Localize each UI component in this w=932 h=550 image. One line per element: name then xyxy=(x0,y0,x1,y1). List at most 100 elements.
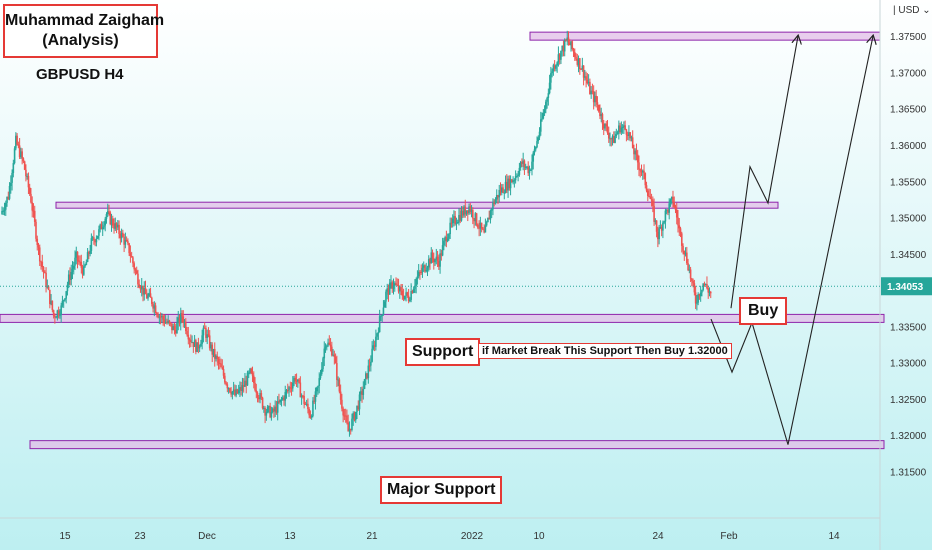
candle-body xyxy=(104,218,107,226)
candle-body xyxy=(234,389,236,396)
candle-body xyxy=(508,178,511,189)
candle-body xyxy=(101,227,104,230)
candle-body xyxy=(438,260,440,267)
candle-body xyxy=(502,187,504,193)
candle-body xyxy=(406,292,409,296)
candle-body xyxy=(259,393,261,400)
candle-body xyxy=(402,295,405,300)
projection-path-breakdown xyxy=(710,36,873,445)
x-tick-label: Dec xyxy=(198,531,216,542)
candle-body xyxy=(315,387,318,392)
candle-body xyxy=(536,141,538,148)
candle-body xyxy=(124,239,127,245)
candle-body xyxy=(163,319,166,324)
x-tick-label: Feb xyxy=(720,531,738,542)
candle-body xyxy=(178,317,181,324)
candle-body xyxy=(297,379,299,382)
candle-body xyxy=(577,58,580,65)
candle-body xyxy=(275,406,278,413)
candle-body xyxy=(468,206,470,214)
candle-body xyxy=(51,300,54,311)
candle-body xyxy=(412,288,415,293)
candle-body xyxy=(200,343,202,347)
candle-body xyxy=(344,415,347,417)
candle-body xyxy=(443,240,445,246)
candle-body xyxy=(585,76,587,80)
candle-body xyxy=(506,181,508,191)
candle-body xyxy=(334,356,337,364)
candle-body xyxy=(542,112,545,119)
candle-body xyxy=(376,333,378,337)
candle-body xyxy=(181,313,183,317)
candle-body xyxy=(205,328,207,338)
candle-body xyxy=(399,287,401,292)
candle-body xyxy=(127,241,129,244)
candle-body xyxy=(260,393,263,398)
candle-body xyxy=(478,227,480,229)
candle-body xyxy=(138,284,141,288)
candle-body xyxy=(628,132,630,136)
candle-body xyxy=(594,95,596,103)
candle-body xyxy=(380,315,382,317)
candle-body xyxy=(65,291,68,299)
candle-body xyxy=(17,144,20,146)
candle-body xyxy=(115,223,118,228)
candle-body xyxy=(111,218,114,226)
author-name: Muhammad Zaigham xyxy=(5,12,165,29)
candle-body xyxy=(75,251,78,258)
candle-body xyxy=(605,123,608,127)
candle-body xyxy=(179,313,182,324)
candle-body xyxy=(313,400,315,402)
candle-body xyxy=(222,368,225,376)
candle-body xyxy=(674,206,677,210)
candle-body xyxy=(640,170,643,173)
candle-body xyxy=(609,138,611,140)
candle-body xyxy=(551,71,553,74)
candle-body xyxy=(392,285,395,289)
candle-body xyxy=(293,377,295,383)
candle-body xyxy=(81,267,84,275)
candle-body xyxy=(488,217,490,220)
candle-body xyxy=(526,166,528,168)
candle-body xyxy=(206,334,208,338)
candle-body xyxy=(216,356,219,360)
candle-body xyxy=(563,39,566,52)
candle-body xyxy=(173,326,176,331)
candle-body xyxy=(531,161,533,170)
candle-body xyxy=(242,385,245,387)
currency-label[interactable]: | USD ⌄ xyxy=(893,5,931,16)
candle-body xyxy=(103,225,105,228)
candle-body xyxy=(122,232,124,237)
zone-rect xyxy=(529,31,881,41)
candle-body xyxy=(76,251,79,261)
candle-body xyxy=(52,310,55,316)
candle-body xyxy=(432,258,435,263)
candle-body xyxy=(555,65,557,69)
candle-body xyxy=(154,305,157,313)
candle-body xyxy=(699,292,702,297)
candle-body xyxy=(644,173,647,186)
x-tick-label: 13 xyxy=(284,531,296,542)
candle-body xyxy=(91,237,94,239)
candle-body xyxy=(108,211,110,213)
candle-body xyxy=(47,286,50,290)
candle-body xyxy=(224,375,226,383)
candle-body xyxy=(12,163,15,173)
major-support-label: Major Support xyxy=(380,476,503,504)
candle-body xyxy=(421,267,424,273)
candle-body xyxy=(210,344,212,349)
candle-body xyxy=(375,336,377,347)
candle-body xyxy=(571,41,574,50)
candle-body xyxy=(633,148,635,155)
candle-body xyxy=(429,259,431,264)
candle-body xyxy=(477,224,479,228)
candle-body xyxy=(251,373,254,376)
candle-body xyxy=(167,320,169,323)
candle-body xyxy=(158,316,161,318)
candle-body xyxy=(327,342,329,346)
candle-body xyxy=(556,62,558,66)
candle-body xyxy=(113,225,115,229)
candle-body xyxy=(367,365,370,379)
candle-body xyxy=(498,189,501,198)
